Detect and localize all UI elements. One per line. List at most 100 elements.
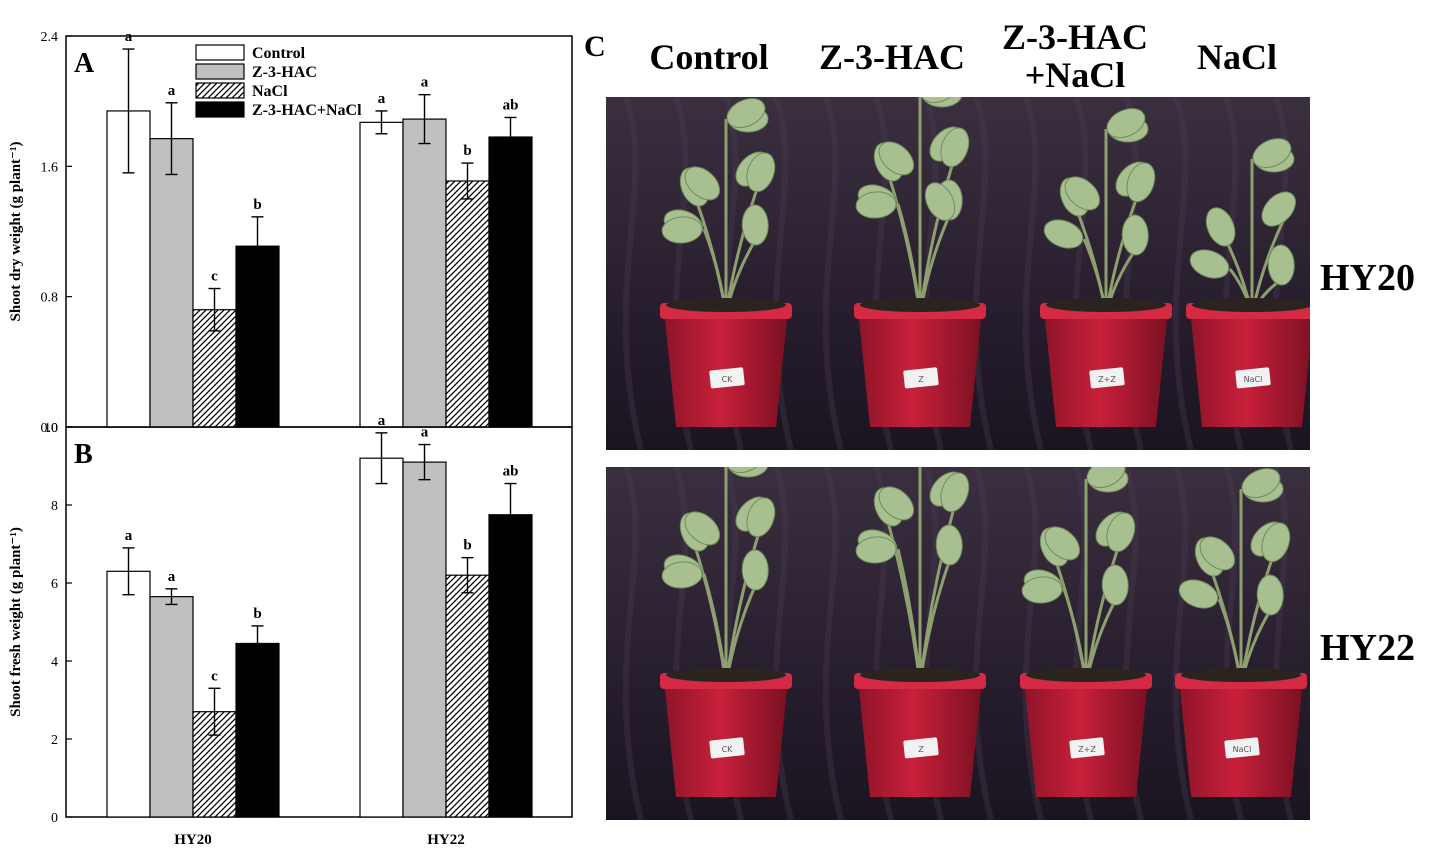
y-tick-label: 8 [51, 499, 58, 514]
y-tick-label: 2 [51, 733, 58, 748]
pot-label-tag [709, 367, 745, 389]
significance-letter: a [421, 425, 429, 441]
leaf [855, 191, 897, 219]
potted-plant: NaCl [1186, 138, 1310, 427]
treatment-label-nacl: NaCl [1197, 37, 1277, 77]
y-tick-label: 6 [51, 577, 58, 592]
leaf [661, 216, 703, 244]
leaf [1261, 522, 1291, 563]
y-tick-label: 1.6 [41, 160, 59, 175]
pot-label-tag [1089, 367, 1125, 389]
leaf [746, 497, 776, 538]
pot-label-tag [709, 737, 745, 759]
bar [235, 642, 280, 818]
treatment-label-z3hac-nacl: Z-3-HAC +NaCl [1002, 17, 1148, 95]
pot-label-tag [1224, 737, 1260, 759]
pot-label-tag [903, 737, 939, 759]
plot-frame [65, 426, 573, 818]
pot [664, 679, 788, 797]
leaf [1086, 467, 1126, 489]
soil [860, 298, 980, 312]
legend-label: Z-3-HAC+NaCl [252, 102, 362, 119]
pot-label-text: NaCl [1233, 745, 1252, 754]
legend-label: Z-3-HAC [252, 64, 317, 81]
significance-letter: b [253, 606, 261, 622]
significance-letter: a [421, 75, 429, 91]
cloth-fold [822, 97, 844, 450]
potted-plant: CK [660, 467, 792, 797]
pot-label-text: NaCl [1244, 375, 1263, 384]
pot [1179, 679, 1303, 797]
pot-label-text: Z+Z [1098, 375, 1116, 384]
bar [359, 457, 404, 818]
significance-letter: b [463, 143, 471, 159]
leaf [1044, 526, 1081, 561]
legend: Control Z-3-HAC NaCl Z-3-HAC+NaCl [195, 44, 362, 119]
leaf [1199, 536, 1236, 571]
panel-letter: B [74, 439, 93, 470]
leaf [1106, 512, 1136, 553]
bar-charts: A 0.0 0.8 1.6 2.4 Shoot dry weight (g plant⁻¹… [8, 29, 573, 848]
soil [1026, 668, 1146, 682]
cloth-fold [1022, 467, 1044, 820]
legend-swatch [195, 63, 245, 80]
bar [488, 136, 533, 428]
x-tick-label: HY20 [174, 832, 212, 848]
leaf [746, 152, 776, 193]
leaf [878, 486, 915, 521]
pot-label-tag [903, 367, 939, 389]
soil [666, 668, 786, 682]
leaf [1106, 108, 1146, 139]
legend-swatch [195, 101, 245, 118]
pot [858, 309, 982, 427]
significance-letter: c [211, 668, 218, 684]
cloth-fold [972, 97, 994, 450]
cloth-fold [1172, 467, 1194, 820]
leaf [940, 127, 970, 168]
y-tick-label: 0.0 [41, 421, 59, 436]
leaf [726, 467, 766, 474]
bar [402, 461, 447, 818]
pot [1044, 309, 1168, 427]
leaf [935, 524, 963, 566]
bar [445, 180, 490, 428]
pot-label-text: Z [918, 745, 924, 754]
legend-swatch [195, 44, 245, 61]
leaf [1252, 138, 1292, 169]
leaf [1178, 579, 1219, 609]
leaf [726, 98, 766, 129]
cloth-fold [1022, 97, 1044, 450]
pot-label-text: CK [722, 745, 734, 754]
cultivar-label-hy22: HY22 [1320, 627, 1415, 669]
photo-canvas: CK Z Z+Z NaCl [606, 467, 1310, 820]
leaf [1021, 576, 1063, 604]
leaf [1064, 176, 1101, 211]
leaf [1205, 207, 1236, 247]
x-tick-label: HY22 [427, 832, 465, 848]
cloth-fold [622, 97, 644, 450]
bar [488, 514, 533, 818]
leaf [878, 141, 915, 176]
cloth-fold [822, 467, 844, 820]
potted-plant: Z [854, 467, 986, 797]
chart-panel-b: B 0 2 4 6 8 10 Shoot fresh weight (g plant⁻¹) a a… [8, 413, 573, 848]
panel-c: C Control Z-3-HAC Z-3-HAC +NaCl NaCl CK Z… [582, 0, 1450, 856]
leaf [1126, 162, 1156, 203]
leaf [1101, 564, 1129, 606]
panel-letter-c: C [584, 30, 606, 63]
pot [664, 309, 788, 427]
plant-photo-hy20: CK Z Z+Z NaCl [606, 97, 1310, 450]
leaf [924, 182, 956, 221]
leaf [741, 549, 769, 591]
significance-letter: a [125, 29, 133, 45]
significance-letter: b [253, 197, 261, 213]
pot-label-tag [1069, 737, 1105, 759]
leaf [741, 204, 769, 246]
chart-panel-a: A 0.0 0.8 1.6 2.4 Shoot dry weight (g plant⁻¹… [8, 29, 573, 436]
bar [149, 138, 194, 428]
leaf [684, 166, 721, 201]
y-tick-label: 0 [51, 811, 58, 826]
significance-letter: a [168, 83, 176, 99]
potted-plant: NaCl [1175, 468, 1307, 797]
